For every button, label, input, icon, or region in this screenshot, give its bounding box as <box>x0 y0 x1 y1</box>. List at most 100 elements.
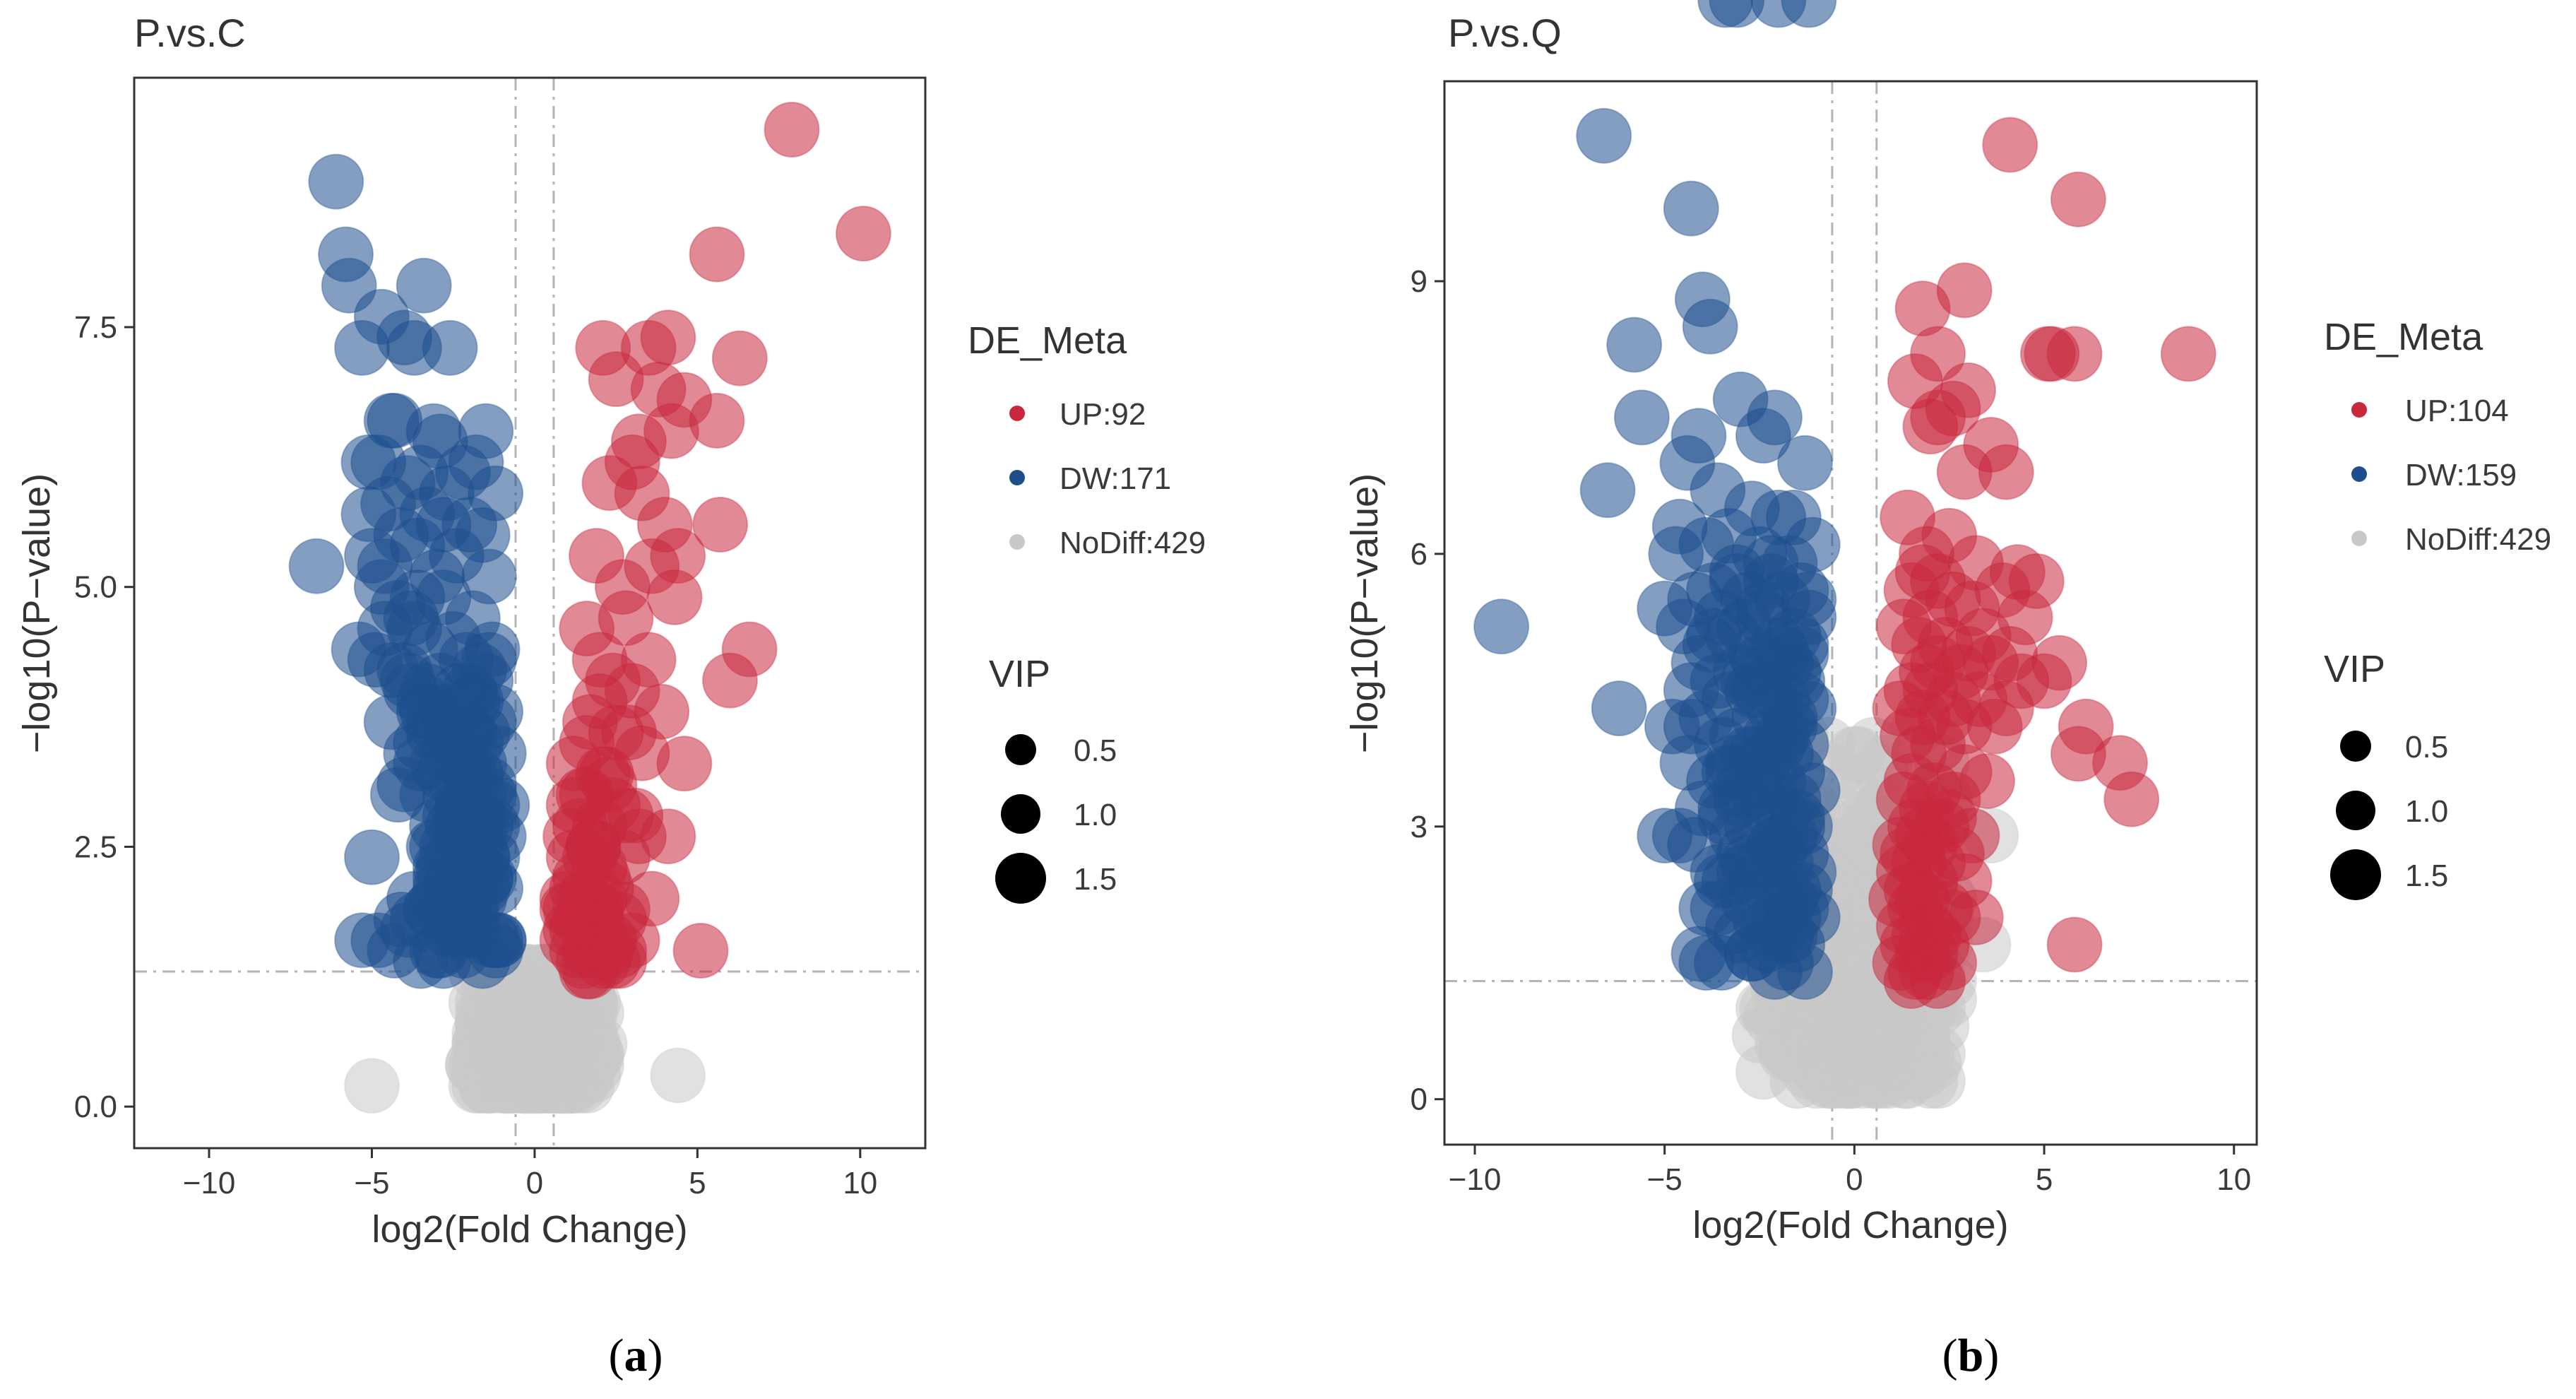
point-dw <box>396 257 452 314</box>
point-dw <box>1693 853 1750 909</box>
x-tick-label: −10 <box>1449 1162 1502 1197</box>
point-dw <box>1473 598 1530 655</box>
point-dw <box>1723 926 1780 982</box>
point-dw <box>1682 298 1738 355</box>
vip-marker-0-5 <box>2340 731 2371 762</box>
point-up <box>692 497 749 553</box>
point-dw <box>422 319 478 376</box>
point-dw <box>474 777 530 834</box>
y-tick-label: 0.0 <box>74 1090 117 1124</box>
plot-border <box>133 76 927 1150</box>
y-axis-label: −log10(P−value) <box>1343 473 1386 753</box>
legend-up-label: UP:104 <box>2405 394 2509 428</box>
point-up <box>672 923 729 979</box>
point-nodiff <box>650 1047 706 1104</box>
point-dw <box>1777 435 1833 491</box>
panel-caption: (a) <box>609 1330 663 1381</box>
point-dw <box>1663 180 1719 237</box>
point-up <box>656 736 713 792</box>
x-tick-label: 5 <box>689 1166 706 1200</box>
y-tick-label: 7.5 <box>74 310 117 345</box>
point-nodiff <box>1899 1025 1954 1082</box>
points-layer <box>1473 0 2216 1109</box>
point-dw <box>344 829 400 885</box>
vip-label-1-0: 1.0 <box>2405 794 2448 829</box>
x-tick-label: 10 <box>2216 1162 2251 1197</box>
legend-up-marker <box>2351 402 2367 418</box>
x-tick-label: 10 <box>843 1166 877 1200</box>
vip-marker-1-5 <box>995 853 1046 904</box>
legend-title: DE_Meta <box>968 319 1127 362</box>
legend-up-label: UP:92 <box>1060 397 1146 432</box>
point-dw <box>1735 408 1791 464</box>
panel-a: P.vs.C −10 −5 0 5 10 0.0 2.5 5.0 7.5 log2(Fold … <box>16 11 1206 1381</box>
x-tick-label: 5 <box>2036 1162 2053 1197</box>
y-tick-label: 5.0 <box>74 570 117 605</box>
x-tick-label: −10 <box>183 1166 236 1200</box>
point-dw <box>1735 753 1791 809</box>
point-nodiff <box>344 1058 400 1114</box>
legend-dw-marker <box>2351 466 2367 482</box>
x-tick-label: −5 <box>354 1166 389 1200</box>
vip-legend-title: VIP <box>2324 648 2385 690</box>
points-layer <box>288 102 891 1114</box>
point-up <box>1982 117 2038 173</box>
point-dw <box>1637 808 1693 864</box>
point-up <box>1902 399 1959 455</box>
point-dw <box>461 632 517 688</box>
point-nodiff <box>1815 1034 1871 1091</box>
y-axis-label: −log10(P−value) <box>16 473 58 753</box>
point-nodiff <box>516 1027 573 1083</box>
y-tick-label: 9 <box>1411 264 1428 299</box>
legend-title: DE_Meta <box>2324 316 2483 358</box>
vip-marker-0-5 <box>1005 734 1036 765</box>
point-up <box>1883 953 1940 1009</box>
vip-legend-title: VIP <box>989 653 1050 695</box>
vip-label-1-5: 1.5 <box>1074 862 1117 897</box>
point-dw <box>1613 389 1670 446</box>
x-axis-label: log2(Fold Change) <box>372 1208 687 1251</box>
point-nodiff <box>1754 1017 1810 1073</box>
legend-de-meta: DE_Meta UP:104 DW:159 NoDiff:429 <box>2324 316 2551 557</box>
point-dw <box>422 694 478 750</box>
point-up <box>702 652 758 709</box>
point-dw <box>1781 0 1837 28</box>
point-up <box>562 829 618 885</box>
point-dw <box>1762 871 1818 928</box>
point-dw <box>1576 107 1632 164</box>
point-dw <box>438 919 481 962</box>
y-tick-label: 2.5 <box>74 830 117 864</box>
point-up <box>1966 698 2023 755</box>
legend-dw-marker <box>1009 470 1025 485</box>
vip-marker-1-0 <box>2336 791 2375 830</box>
point-dw <box>415 497 472 553</box>
point-dw <box>1606 317 1663 373</box>
y-tick-label: 0 <box>1411 1082 1428 1117</box>
x-tick-label: 0 <box>526 1166 543 1200</box>
point-up <box>711 330 768 386</box>
point-up <box>646 569 703 625</box>
vip-label-1-0: 1.0 <box>1074 798 1117 832</box>
legend-dw-label: DW:159 <box>2405 458 2517 492</box>
legend-nodiff-marker <box>1009 534 1025 550</box>
vip-marker-1-0 <box>1001 794 1040 834</box>
panel-caption: (b) <box>1942 1330 2000 1381</box>
x-tick-label: 0 <box>1846 1162 1863 1197</box>
point-dw <box>1769 789 1826 846</box>
legend-vip: VIP 0.5 1.0 1.5 <box>2324 648 2448 900</box>
point-up <box>2050 726 2106 782</box>
point-dw <box>308 153 364 210</box>
point-nodiff <box>480 1058 537 1114</box>
point-up <box>1936 444 1993 500</box>
legend-de-meta: DE_Meta UP:92 DW:171 NoDiff:429 <box>968 319 1206 560</box>
plot-title: P.vs.C <box>134 11 246 55</box>
legend-nodiff-marker <box>2351 531 2367 546</box>
point-dw <box>288 538 345 594</box>
legend-vip: VIP 0.5 1.0 1.5 <box>989 653 1117 904</box>
point-dw <box>1697 0 1754 28</box>
vip-label-0-5: 0.5 <box>1074 733 1117 768</box>
point-up <box>689 226 745 283</box>
panel-letter: b <box>1958 1330 1984 1381</box>
